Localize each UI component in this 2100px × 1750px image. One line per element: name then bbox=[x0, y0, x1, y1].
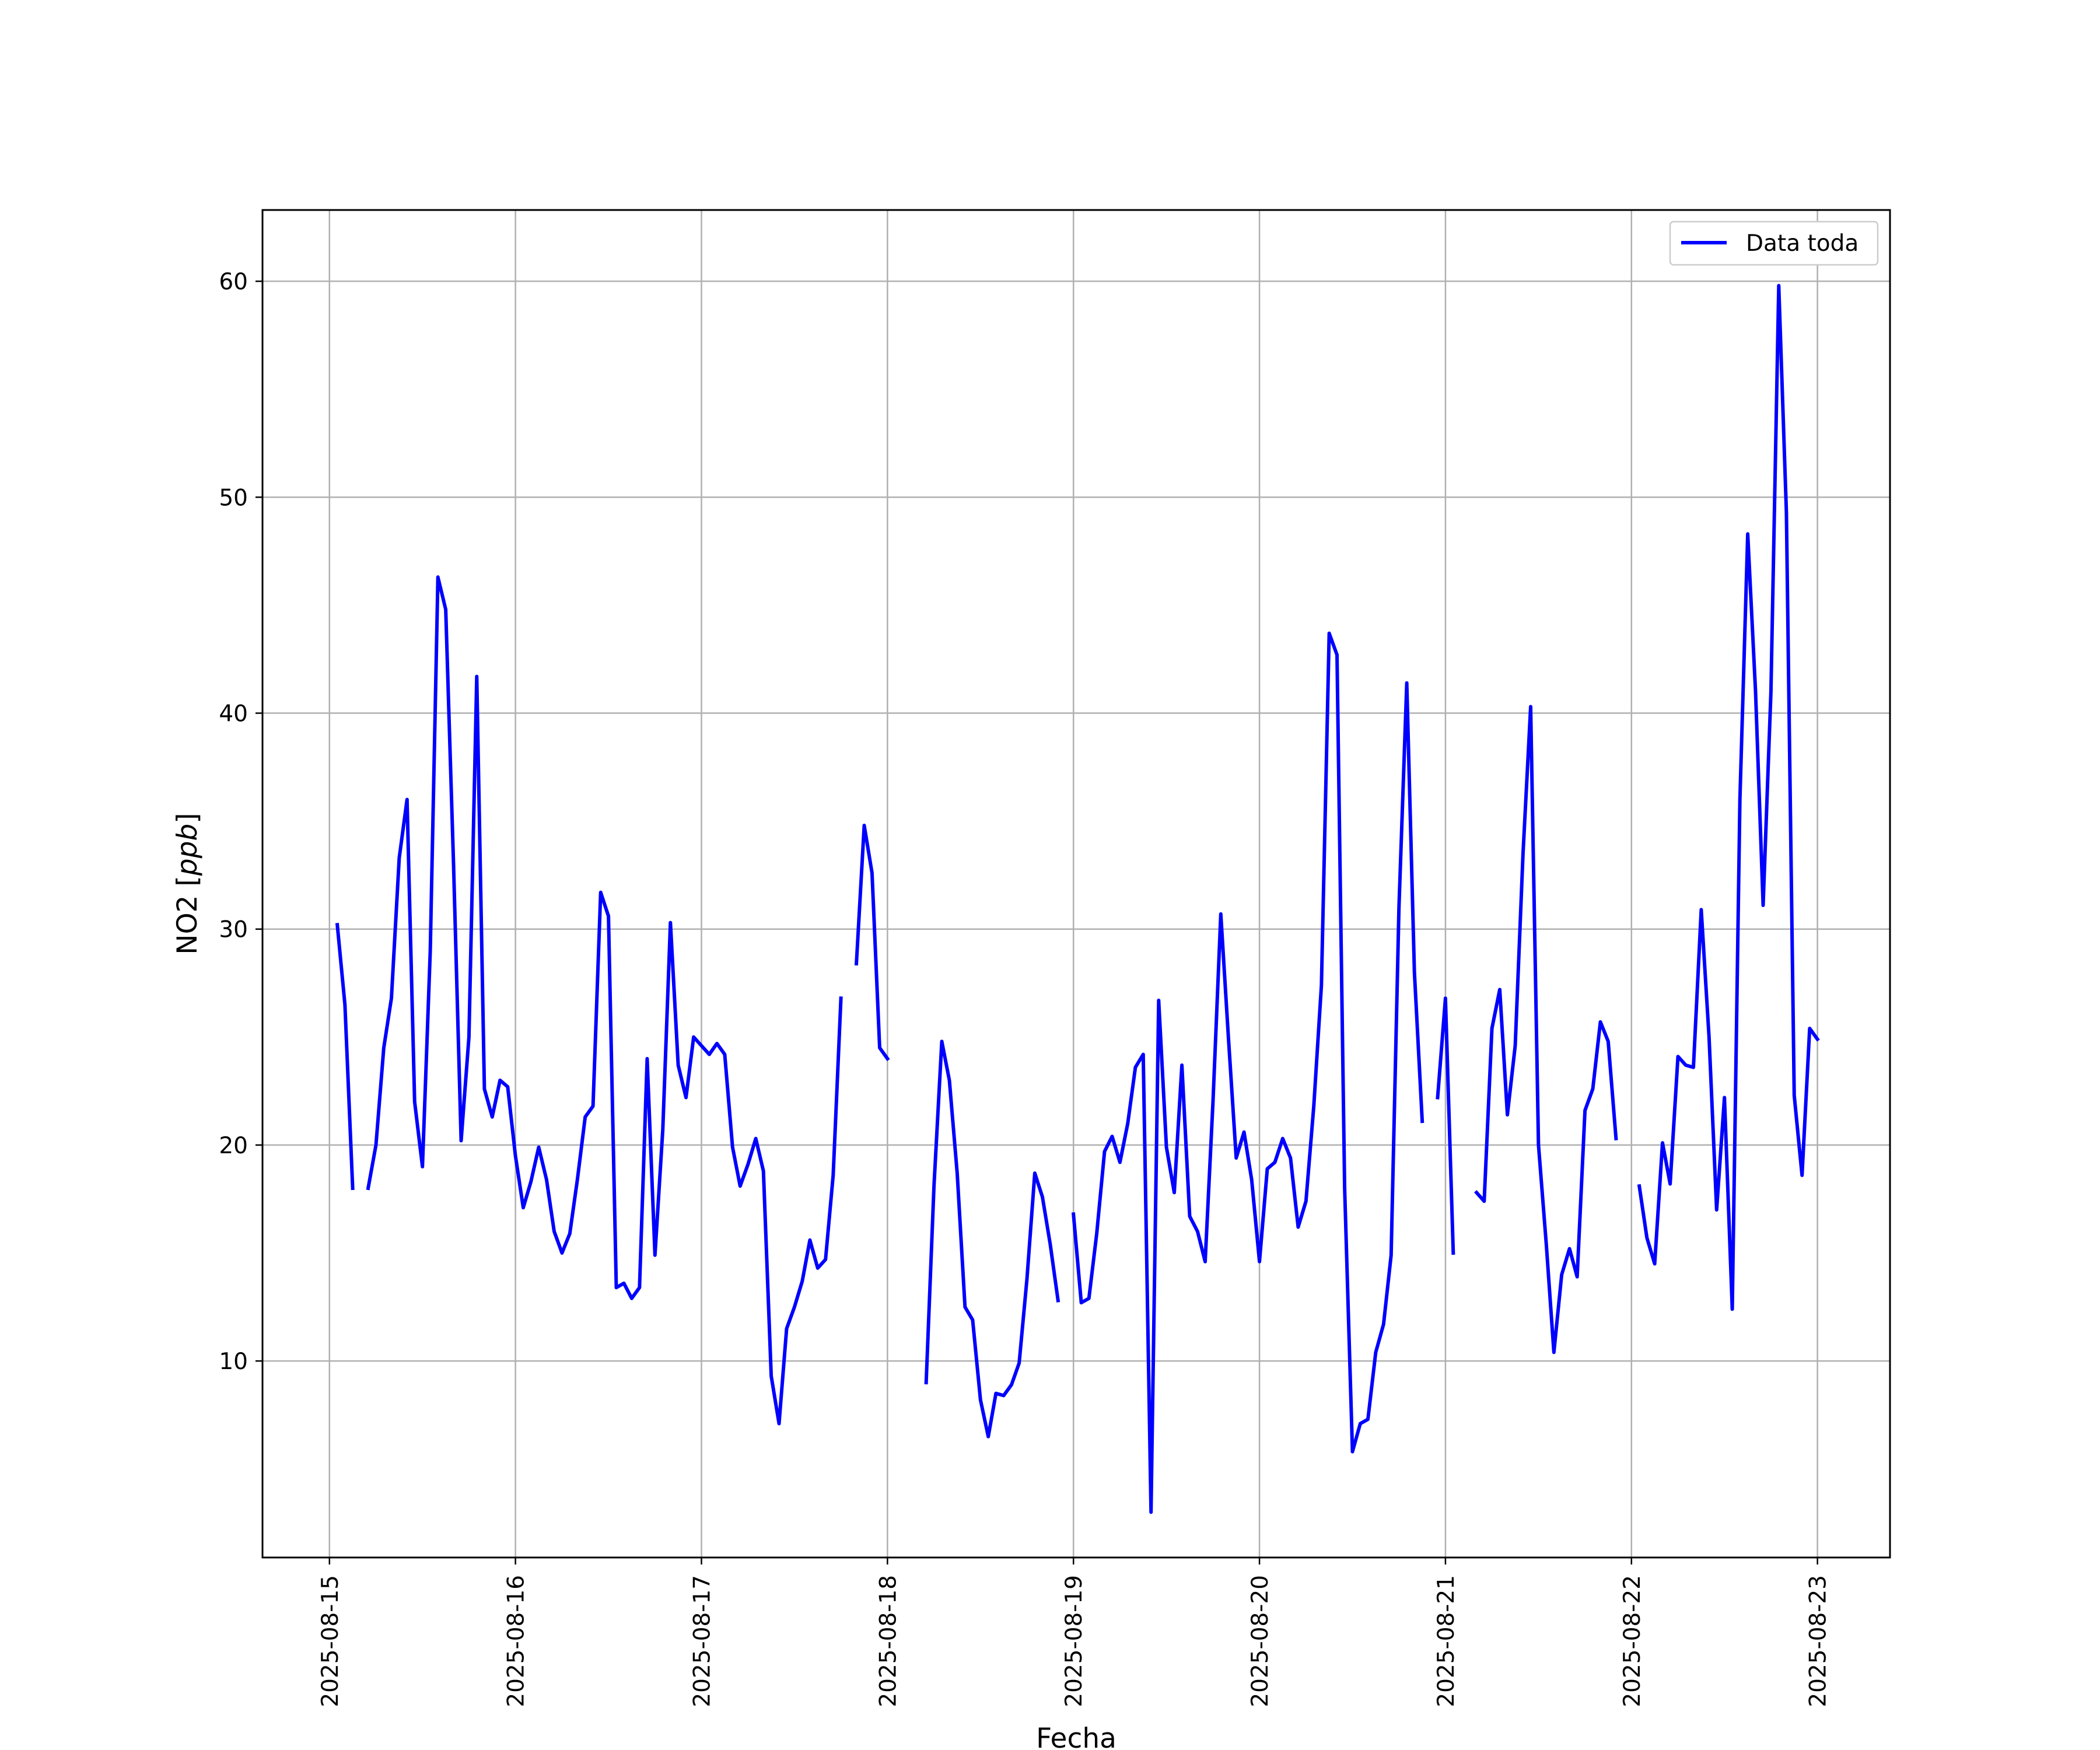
y-axis-title-unit: ppb bbox=[172, 824, 204, 877]
y-tick-label: 60 bbox=[219, 269, 248, 295]
series-line-segment bbox=[1436, 996, 1455, 1255]
series-line-segment bbox=[366, 575, 843, 1426]
series-line-segment bbox=[1637, 284, 1820, 1311]
x-tick-label: 2025-08-18 bbox=[875, 1575, 901, 1707]
x-tick-label: 2025-08-17 bbox=[690, 1575, 716, 1707]
y-axis-title-quantity: NO2 bbox=[172, 895, 204, 955]
y-tick-label: 30 bbox=[219, 917, 248, 943]
series-line-segment bbox=[854, 824, 890, 1062]
x-tick-label: 2025-08-16 bbox=[503, 1575, 530, 1707]
legend-box bbox=[1669, 220, 1879, 266]
x-tick-label: 2025-08-23 bbox=[1805, 1575, 1832, 1707]
series-line-segment bbox=[924, 1040, 1060, 1438]
y-tick-label: 20 bbox=[219, 1133, 248, 1159]
x-tick-label: 2025-08-21 bbox=[1433, 1575, 1460, 1707]
y-axis-title: NO2 [ppb] bbox=[172, 813, 204, 954]
legend-label-data-toda: Data toda bbox=[1746, 230, 1859, 257]
x-tick-label: 2025-08-19 bbox=[1061, 1575, 1087, 1707]
plot-frame bbox=[261, 209, 1891, 1559]
x-tick-label: 2025-08-20 bbox=[1247, 1575, 1273, 1707]
y-axis-ticks: 10 20 30 40 50 60 bbox=[219, 269, 262, 1375]
grid-lines bbox=[262, 210, 1890, 1558]
series-line-segment bbox=[1474, 705, 1618, 1354]
series-data-toda bbox=[335, 284, 1820, 1514]
y-tick-label: 40 bbox=[219, 701, 248, 727]
y-tick-label: 10 bbox=[219, 1349, 248, 1375]
legend: Data toda bbox=[1669, 220, 1879, 266]
svg-text:NO2 [ppb]: NO2 [ppb] bbox=[172, 813, 204, 954]
y-tick-label: 50 bbox=[219, 485, 248, 511]
series-line-segment bbox=[335, 923, 355, 1191]
series-line-segment bbox=[1071, 631, 1424, 1514]
x-axis-ticks: 2025-08-15 2025-08-16 2025-08-17 2025-08-18… bbox=[317, 1558, 1832, 1707]
x-axis-title: Fecha bbox=[1036, 1723, 1116, 1750]
x-tick-label: 2025-08-15 bbox=[317, 1575, 344, 1707]
x-tick-label: 2025-08-22 bbox=[1619, 1575, 1646, 1707]
